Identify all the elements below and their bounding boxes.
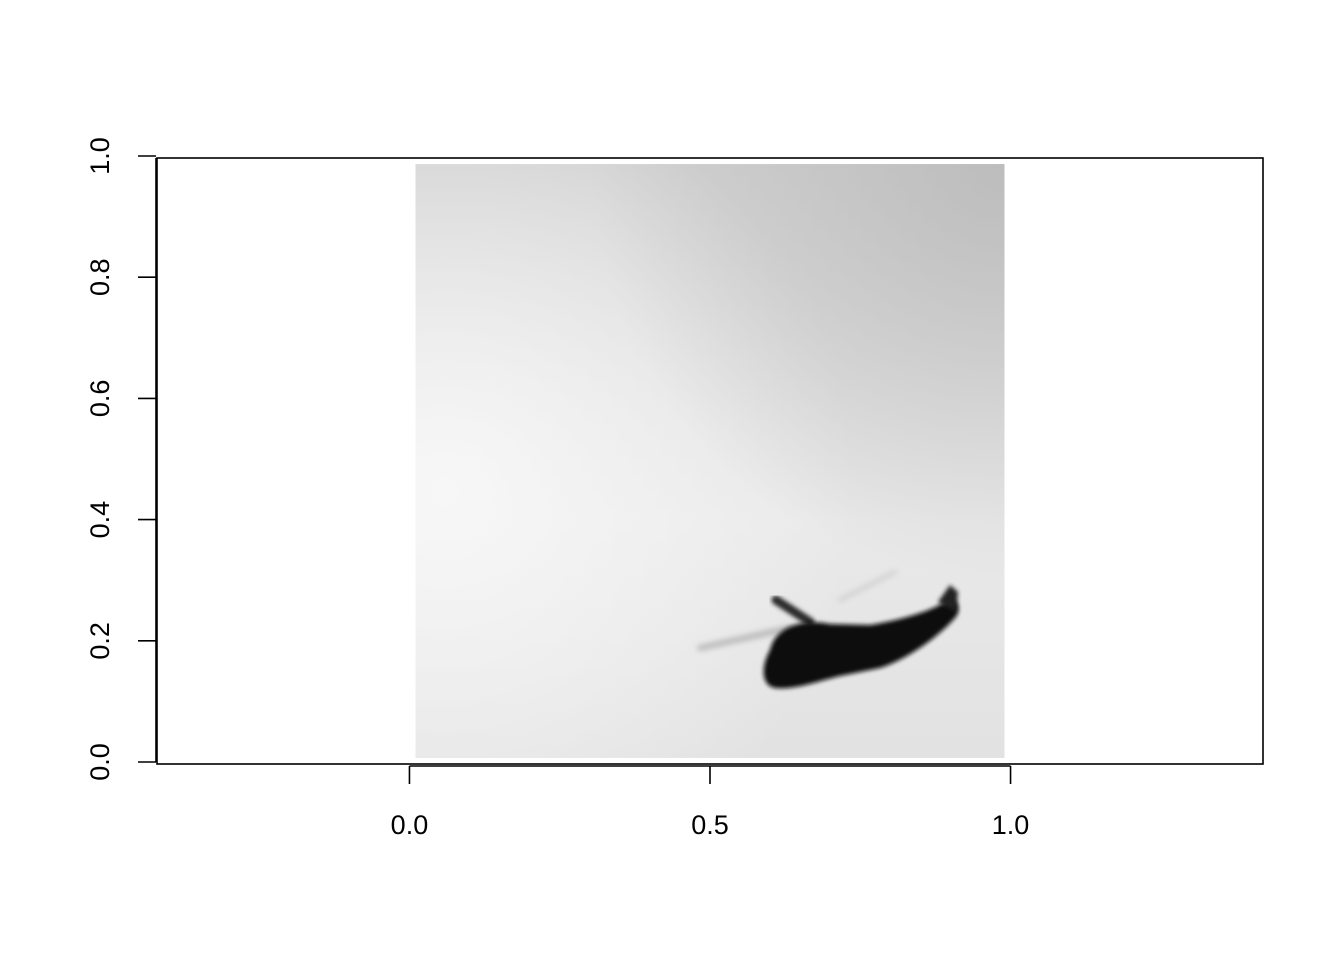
rotor-blade [771,595,815,627]
plot-frame [156,157,1264,765]
y-tick-label: 0.8 [85,258,115,296]
helicopter-silhouette [697,570,959,696]
helicopter-body [763,599,959,689]
y-axis: 0.0 0.2 0.4 0.6 0.8 1.0 [85,137,157,781]
sky-photo [415,164,1005,758]
y-tick-label: 1.0 [85,137,115,175]
y-tick-label: 0.0 [85,743,115,781]
y-tick-label: 0.4 [85,501,115,539]
tail-fin [938,585,958,612]
x-axis: 0.0 0.5 1.0 [391,765,1030,840]
x-tick-label: 0.5 [691,810,729,840]
y-tick-label: 0.2 [85,622,115,660]
x-tick-label: 1.0 [992,810,1030,840]
rotor-blade [838,570,897,602]
y-tick-label: 0.6 [85,380,115,418]
x-tick-label: 0.0 [391,810,429,840]
rotor-blade [697,625,793,651]
